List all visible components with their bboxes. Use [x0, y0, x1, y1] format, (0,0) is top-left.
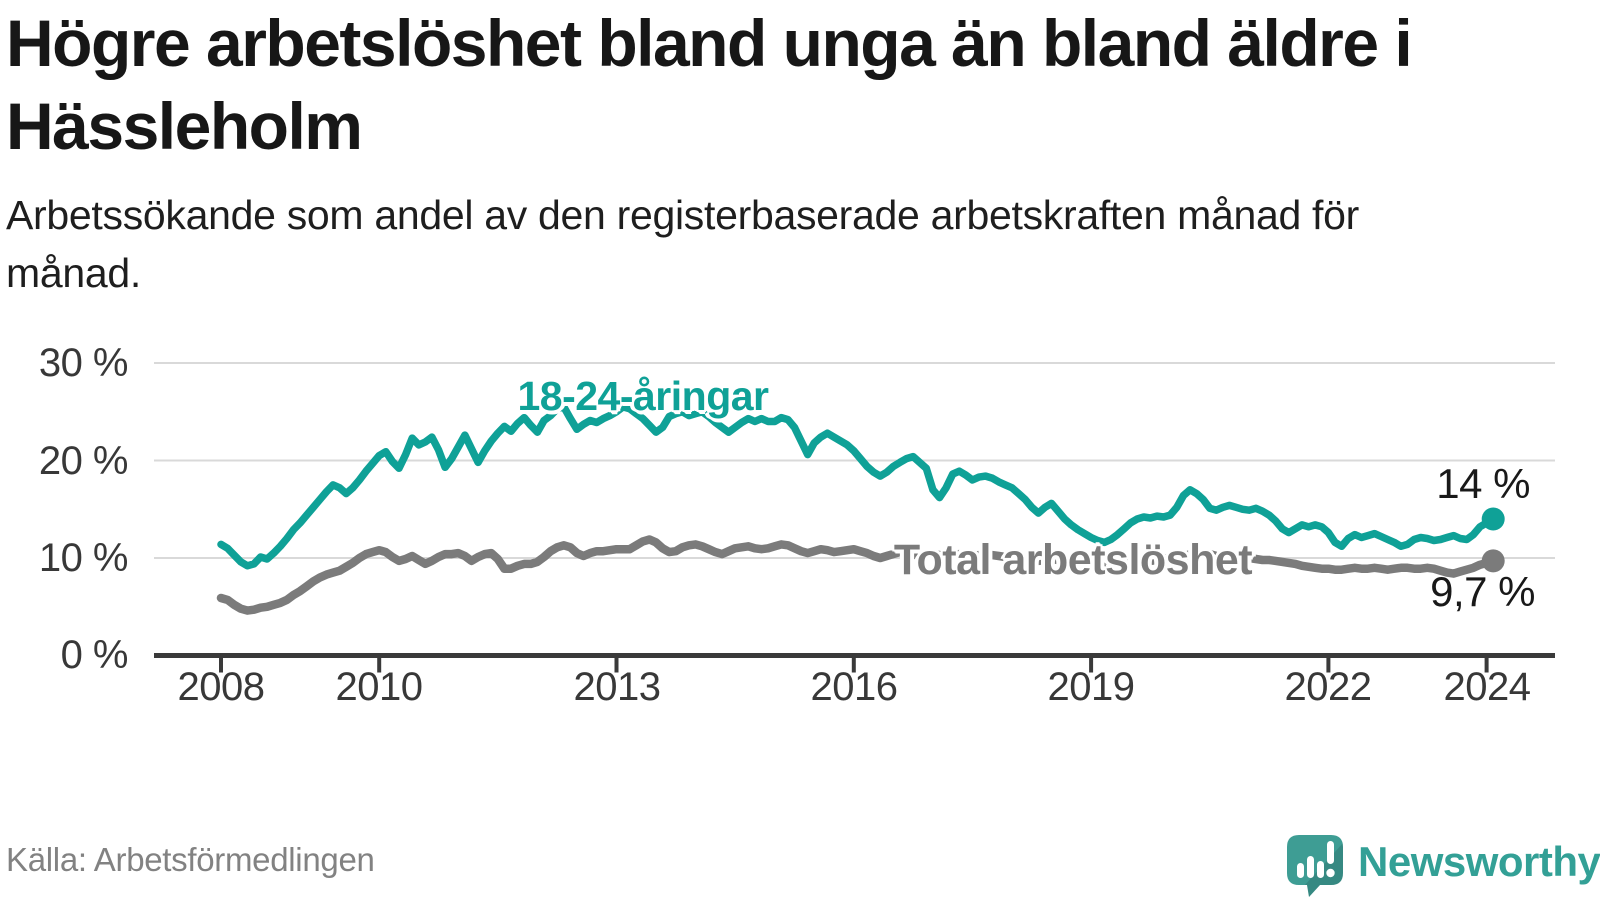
- source-note: Källa: Arbetsförmedlingen: [6, 841, 375, 878]
- y-axis-tick-label-30: 30 %: [38, 341, 129, 385]
- x-axis-tick-label-2010: 2010: [335, 665, 423, 709]
- y-axis-tick-label-0: 0 %: [60, 633, 129, 677]
- x-axis-tick-label-2016: 2016: [810, 665, 898, 709]
- y-axis-tick-label-10: 10 %: [38, 536, 129, 580]
- x-axis-tick-label-2022: 2022: [1284, 665, 1372, 709]
- young-series-end-dot: [1481, 507, 1505, 531]
- series-label-young: 18-24-åringar: [517, 373, 769, 419]
- y-axis-tick-label-20: 20 %: [38, 439, 129, 483]
- chart-subtitle: Arbetssökande som andel av den registerb…: [6, 192, 1360, 297]
- end-value-young: 14 %: [1436, 460, 1530, 507]
- x-axis-tick-label-2013: 2013: [573, 665, 661, 709]
- end-value-total: 9,7 %: [1430, 568, 1535, 615]
- x-axis-tick-label-2008: 2008: [177, 665, 265, 709]
- newsworthy-logo-icon: [1287, 835, 1343, 897]
- x-axis-tick-label-2024: 2024: [1443, 665, 1531, 709]
- newsworthy-wordmark: Newsworthy: [1358, 838, 1600, 885]
- young-series-line: [217, 403, 1497, 570]
- newsworthy-logo: Newsworthy: [1286, 834, 1600, 898]
- x-axis-tick-label-2019: 2019: [1047, 665, 1135, 709]
- series-label-total: Total arbetslöshet: [893, 536, 1253, 584]
- total-series-end-dot: [1481, 549, 1505, 573]
- total-series-line: [216, 535, 1498, 615]
- page-title: Högre arbetslöshet bland unga än bland ä…: [6, 6, 1413, 164]
- bar-chart-glyph: [1297, 841, 1335, 878]
